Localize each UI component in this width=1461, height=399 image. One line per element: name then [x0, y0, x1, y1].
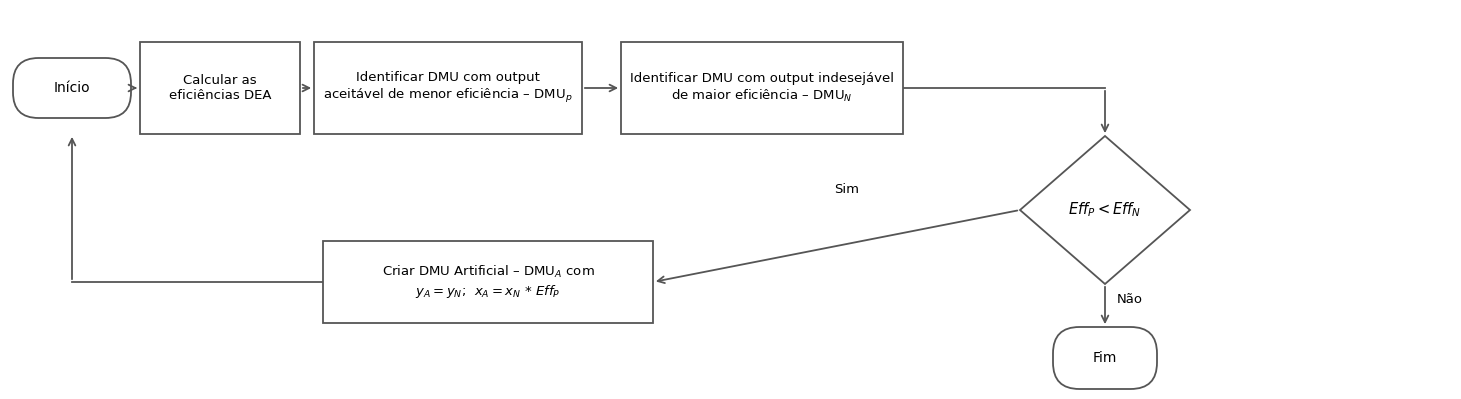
- Text: Não: Não: [1118, 293, 1143, 306]
- Text: $Eff_P < Eff_N$: $Eff_P < Eff_N$: [1068, 201, 1141, 219]
- Text: Identificar DMU com output indesejável
de maior eficiência – DMU$_N$: Identificar DMU com output indesejável d…: [630, 72, 894, 104]
- FancyBboxPatch shape: [1053, 327, 1157, 389]
- Bar: [621, 42, 903, 134]
- Text: Fim: Fim: [1093, 351, 1118, 365]
- Text: Sim: Sim: [834, 183, 859, 196]
- FancyBboxPatch shape: [13, 58, 131, 118]
- Polygon shape: [1020, 136, 1191, 284]
- Text: Criar DMU Artificial – DMU$_A$ com
$y_A = y_N$;  $x_A = x_N$ * $Eff_P$: Criar DMU Artificial – DMU$_A$ com $y_A …: [381, 264, 595, 300]
- Text: Início: Início: [54, 81, 91, 95]
- Bar: [140, 42, 300, 134]
- Text: Identificar DMU com output
aceitável de menor eficiência – DMU$_p$: Identificar DMU com output aceitável de …: [323, 71, 573, 105]
- Text: Calcular as
eficiências DEA: Calcular as eficiências DEA: [169, 74, 272, 102]
- Bar: [323, 241, 653, 323]
- Bar: [314, 42, 581, 134]
